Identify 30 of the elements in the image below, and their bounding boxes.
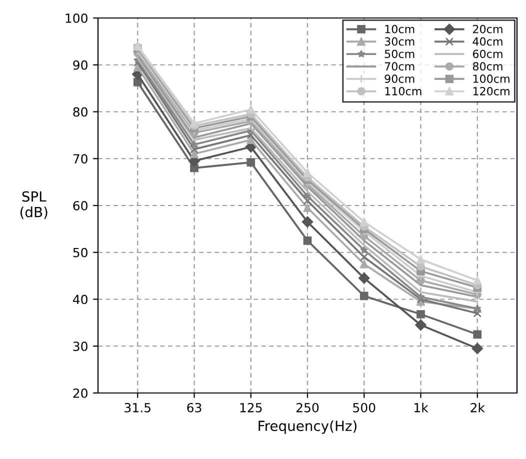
y-tick-label: 50 bbox=[73, 248, 88, 258]
y-tick-label: 20 bbox=[73, 388, 88, 398]
y-tick-label: 40 bbox=[72, 294, 88, 304]
y-tick-label: 70 bbox=[73, 154, 88, 164]
legend-label: 20cm bbox=[473, 24, 502, 34]
x-tick-label: 1k bbox=[414, 402, 428, 412]
legend-label: 60cm bbox=[472, 50, 502, 58]
x-tick-label: 63 bbox=[187, 402, 202, 412]
legend-label: 90cm bbox=[384, 74, 414, 83]
x-tick-label: 31.5 bbox=[124, 402, 150, 412]
y-tick-label: 60 bbox=[73, 200, 88, 210]
legend-label: 50cm bbox=[384, 50, 414, 58]
x-tick-label: 250 bbox=[296, 402, 319, 412]
legend-label: 10cm bbox=[385, 24, 414, 34]
x-axis-title: Frequency(Hz) bbox=[258, 420, 356, 434]
legend-label: 40cm bbox=[472, 37, 502, 46]
y-tick-label: 30 bbox=[73, 342, 88, 352]
x-tick-label: 2k bbox=[470, 402, 485, 412]
legend-label: 70cm bbox=[384, 62, 414, 71]
x-tick-label: 125 bbox=[240, 402, 262, 412]
x-tick-label: 500 bbox=[353, 402, 376, 412]
legend-label: 30cm bbox=[384, 37, 414, 46]
legend-label: 120cm bbox=[473, 86, 510, 96]
legend-label: 80cm bbox=[472, 62, 502, 71]
y-axis-title: SPL (dB) bbox=[20, 191, 48, 219]
legend-label: 110cm bbox=[385, 86, 422, 96]
y-tick-label: 90 bbox=[73, 60, 88, 70]
y-tick-label: 100 bbox=[66, 13, 88, 23]
legend-label: 100cm bbox=[473, 74, 510, 83]
y-tick-label: 80 bbox=[73, 107, 88, 117]
